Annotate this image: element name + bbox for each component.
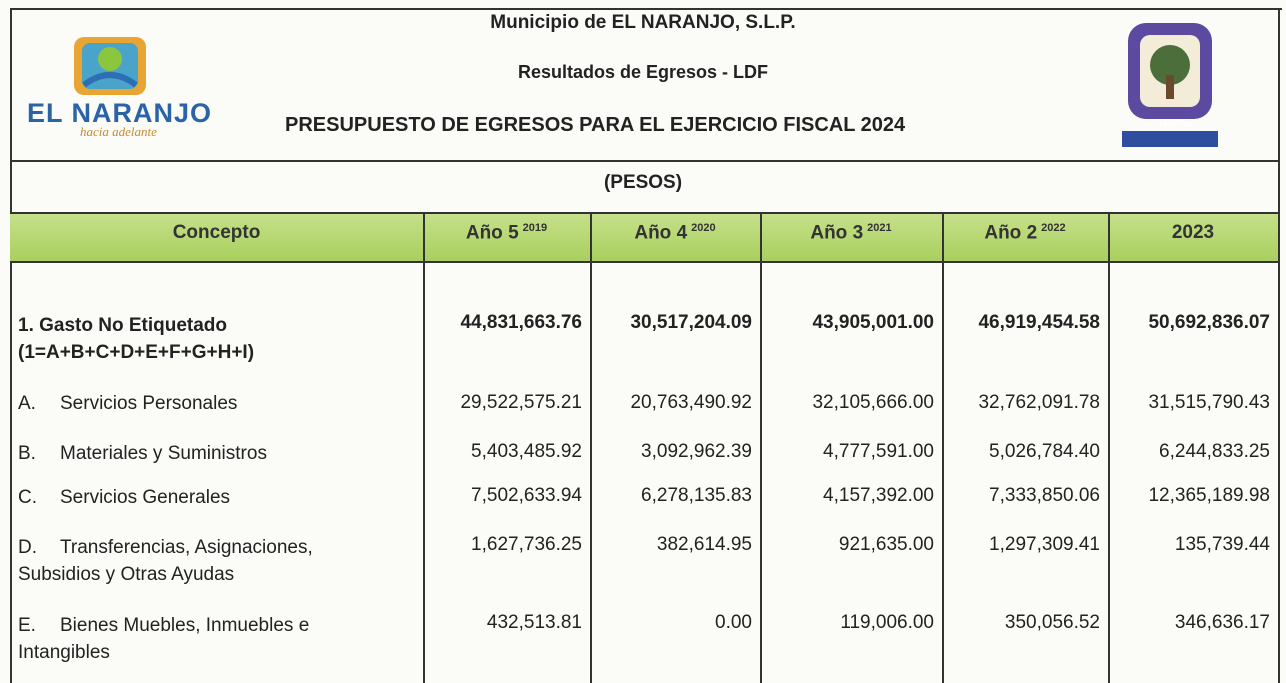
row-prefix: B. [18,443,36,464]
column-header: Año 2 2022 [942,222,1108,244]
column-header: Año 4 2020 [590,222,760,244]
cell-value: 4,157,392.00 [823,485,934,506]
row-label: Intangibles [18,642,110,663]
column-rule [942,212,944,683]
column-year: 2020 [691,222,716,234]
cell-value: 50,692,836.07 [1148,312,1270,333]
cell-value: 1,297,309.41 [989,534,1100,555]
rule [10,212,1280,214]
row-label: Materiales y Suministros [60,443,267,464]
cell-value: 31,515,790.43 [1148,392,1270,413]
cell-value: 29,522,575.21 [460,392,582,413]
cell-value: 5,026,784.40 [989,441,1100,462]
column-label: Año 5 [465,222,519,244]
border [10,8,12,683]
column-rule [423,212,425,683]
row-label: Subsidios y Otras Ayudas [18,564,235,585]
cell-value: 46,919,454.58 [978,312,1100,333]
column-label: 2023 [1171,222,1215,243]
row-label: Transferencias, Asignaciones, [60,537,313,558]
column-year: 2021 [867,222,892,234]
column-label: Año 3 [810,222,864,244]
rule [10,160,1280,162]
cell-value: 432,513.81 [486,612,582,633]
cell-value: 350,056.52 [1004,612,1100,633]
cell-value: 3,092,962.39 [641,441,752,462]
column-label: Año 4 [634,222,688,244]
row-label: 1. Gasto No Etiquetado [18,315,228,336]
row-prefix: D. [18,537,37,558]
cell-value: 12,365,189.98 [1148,485,1270,506]
logo-name: EL NARANJO [27,98,213,128]
column-header: Año 5 2019 [423,222,590,244]
cell-value: 43,905,001.00 [812,312,934,333]
cell-value: 32,762,091.78 [978,392,1100,413]
cell-value: 7,502,633.94 [471,485,582,506]
cell-value: 6,278,135.83 [641,485,752,506]
cell-value: 0.00 [715,612,752,633]
cell-value: 44,831,663.76 [460,312,582,333]
subtitle: Resultados de Egresos - LDF [517,62,769,82]
row-prefix: A. [18,393,36,414]
cell-value: 6,244,833.25 [1159,441,1270,462]
cell-value: 382,614.95 [656,534,752,555]
row-label: Servicios Personales [60,393,238,414]
column-year: 2019 [522,222,548,234]
border [10,8,1282,10]
row-prefix: E. [18,615,36,636]
cell-value: 135,739.44 [1174,534,1270,555]
logo-slogan: hacia adelante [80,124,157,139]
row-label: Bienes Muebles, Inmuebles e [60,615,310,636]
row-prefix: C. [18,487,37,508]
column-rule [1108,212,1110,683]
row-label: Servicios Generales [60,487,231,508]
column-rule [590,212,592,683]
rule [10,261,1280,263]
header-band [10,214,1278,261]
seal-ribbon: EL NARANJO [1142,118,1198,128]
column-header: Año 3 2021 [760,222,942,244]
cell-value: 4,777,591.00 [823,441,934,462]
units: (PESOS) [603,172,683,193]
cell-value: 7,333,850.06 [989,485,1100,506]
cell-value: 1,627,736.25 [471,534,582,555]
cell-value: 346,636.17 [1174,612,1270,633]
cell-value: 921,635.00 [838,534,934,555]
row-label: (1=A+B+C+D+E+F+G+H+I) [18,342,255,363]
cell-value: 20,763,490.92 [630,392,752,413]
title: Municipio de EL NARANJO, S.L.P. [490,12,796,33]
logo-icon [74,37,146,95]
cell-value: 5,403,485.92 [471,441,582,462]
border [1278,8,1280,683]
column-header: 2023 [1108,222,1278,244]
seal [1122,23,1218,147]
column-label: Concepto [172,222,261,243]
cell-value: 119,006.00 [840,612,934,633]
cell-value: 30,517,204.09 [630,312,752,333]
cell-value: 32,105,666.00 [812,392,934,413]
column-header: Concepto [10,222,423,244]
column-year: 2022 [1041,222,1066,234]
heading: PRESUPUESTO DE EGRESOS PARA EL EJERCICIO… [285,114,906,136]
column-label: Año 2 [984,222,1038,244]
column-rule [760,212,762,683]
